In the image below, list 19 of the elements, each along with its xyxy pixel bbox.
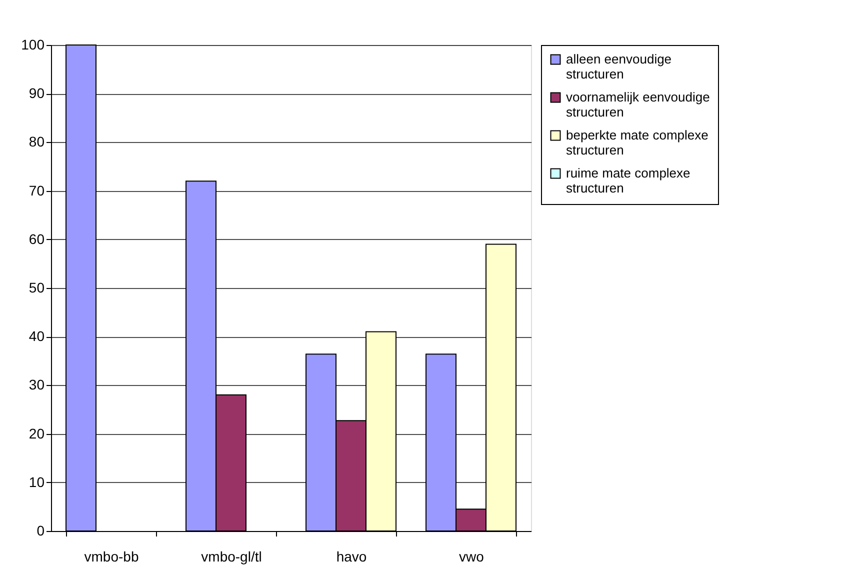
x-tick-label: vwo bbox=[459, 548, 484, 564]
x-tick-label: havo bbox=[336, 548, 367, 564]
y-tick-label: 50 bbox=[28, 280, 45, 296]
y-tick-label: 40 bbox=[28, 328, 45, 344]
y-tick-label: 100 bbox=[21, 36, 45, 52]
y-tick-label: 60 bbox=[28, 230, 45, 247]
legend-label: alleen eenvoudige structuren bbox=[566, 52, 672, 82]
y-tick-label: 0 bbox=[36, 522, 45, 538]
y-tick-label: 30 bbox=[28, 376, 45, 393]
y-tick-label: 70 bbox=[28, 182, 45, 198]
y-tick-label: 20 bbox=[28, 425, 45, 442]
x-tick-label: vmbo-bb bbox=[84, 548, 139, 564]
y-tick-label: 80 bbox=[28, 134, 45, 150]
legend-label: beperkte mate complexe structuren bbox=[566, 128, 708, 158]
x-tick-label: vmbo-gl/tl bbox=[201, 548, 262, 564]
legend-label: voornamelijk eenvoudige structuren bbox=[566, 90, 710, 120]
legend-label: ruime mate complexe structuren bbox=[566, 166, 690, 196]
y-tick-label: 90 bbox=[28, 85, 45, 102]
y-tick-label: 10 bbox=[28, 474, 45, 490]
